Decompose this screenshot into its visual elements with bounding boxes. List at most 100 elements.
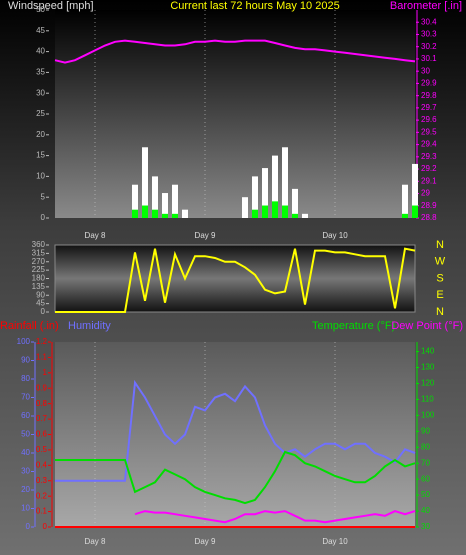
y-tick-label: 1.1	[36, 353, 48, 362]
y-tick-label: 40	[36, 47, 45, 56]
y3-axis-title: Humidity	[68, 320, 111, 332]
y2-tick-label: 90	[421, 426, 430, 435]
y-tick-label: 360	[32, 240, 46, 249]
bar	[302, 213, 308, 218]
y3-tick-label: 90	[21, 356, 30, 365]
bar	[142, 205, 148, 218]
y-tick-label: 15	[36, 151, 45, 160]
bar	[262, 168, 268, 218]
y2-tick-label: 29.6	[421, 115, 437, 124]
bar	[292, 188, 298, 218]
y-tick-label: 5	[41, 192, 46, 201]
y2-tick-label: 60	[421, 474, 430, 483]
y3-tick-label: 70	[21, 393, 30, 402]
y-tick-label: 0.5	[36, 445, 48, 454]
bar	[252, 209, 258, 218]
y2-tick-label: 50	[421, 490, 430, 499]
plot-area	[55, 342, 415, 527]
bar	[162, 213, 168, 218]
compass-label: S	[436, 272, 443, 284]
y-tick-label: 0.8	[36, 399, 48, 408]
y-tick-label: 0.2	[36, 491, 48, 500]
y3-tick-label: 80	[21, 374, 30, 383]
plot-area	[54, 244, 416, 313]
y2-tick-label: 28.9	[421, 201, 437, 210]
y2-tick-label: 29.3	[421, 152, 437, 161]
y-tick-label: 0.9	[36, 383, 48, 392]
y-tick-label: 1	[43, 368, 48, 377]
data-line	[55, 450, 416, 505]
bar	[152, 176, 158, 218]
y-tick-label: 1.2	[36, 337, 48, 346]
y-tick-label: 0	[41, 307, 46, 316]
compass-label: N	[436, 239, 444, 251]
y3-tick-label: 100	[17, 337, 31, 346]
y2-tick-label: 80	[421, 442, 430, 451]
y-tick-label: 0	[41, 213, 46, 222]
bar	[182, 209, 188, 218]
x-tick-label: Day 9	[195, 537, 216, 546]
y2-axis-title: Dew Point (°F)	[391, 320, 463, 332]
bar	[412, 163, 418, 218]
bar	[412, 205, 418, 218]
y2-tick-label: 110	[421, 395, 434, 404]
y2-tick-label: 29.4	[421, 140, 437, 149]
y-tick-label: 0.3	[36, 476, 48, 485]
y3-tick-label: 40	[21, 448, 30, 457]
y2-tick-label: 30	[421, 66, 430, 75]
x-tick-label: Day 9	[195, 231, 216, 240]
data-line	[54, 39, 416, 64]
y2-tick-label: 30.4	[421, 17, 437, 26]
bar	[132, 209, 138, 218]
y-tick-label: 270	[32, 257, 46, 266]
x-tick-label: Day 8	[85, 537, 106, 546]
bar	[152, 209, 158, 218]
compass-label: N	[436, 306, 444, 318]
y3-tick-label: 30	[21, 467, 30, 476]
y2-tick-label: 30.2	[421, 42, 437, 51]
y2-tick-label: 29.8	[421, 91, 437, 100]
y2-tick-label: 120	[421, 379, 435, 388]
y-axis-title: Rainfall (.in)	[0, 320, 59, 332]
y2-tick-label: 130	[421, 363, 435, 372]
y2-tick-label: 100	[421, 410, 435, 419]
data-line	[55, 379, 416, 482]
y2-tick-label: 30.1	[421, 54, 437, 63]
y2-tick-label: 30.3	[421, 30, 437, 39]
y3-tick-label: 50	[21, 430, 30, 439]
bar	[402, 213, 408, 218]
y2-tick-label: 140	[421, 347, 435, 356]
y-tick-label: 315	[32, 248, 46, 257]
plot-area	[55, 10, 415, 218]
y2-tick-label: 30	[421, 522, 430, 531]
y-tick-label: 180	[32, 274, 46, 283]
y-tick-label: 20	[36, 130, 45, 139]
y3-tick-label: 0	[26, 522, 31, 531]
y2-tick-label: 29.5	[421, 127, 437, 136]
y-tick-label: 135	[32, 282, 46, 291]
bar	[242, 197, 248, 218]
data-line	[55, 247, 416, 313]
y3-tick-label: 10	[21, 504, 30, 513]
y-tick-label: 0.4	[36, 460, 48, 469]
y-tick-label: 10	[36, 172, 45, 181]
y2-tick-label: 29.7	[421, 103, 437, 112]
x-tick-label: Day 10	[322, 537, 348, 546]
bar	[172, 184, 178, 218]
bar	[142, 147, 148, 218]
compass-label: E	[436, 289, 443, 301]
y3-tick-label: 20	[21, 485, 30, 494]
y3-tick-label: 60	[21, 411, 30, 420]
y2-tick-label: 40	[421, 506, 430, 515]
bar	[162, 193, 168, 218]
bar	[272, 201, 278, 218]
y2-tick-label: 29.2	[421, 164, 437, 173]
y-tick-label: 0.7	[36, 414, 48, 423]
x-tick-label: Day 10	[322, 231, 348, 240]
y2-tick-label: 29.1	[421, 176, 437, 185]
compass-label: W	[435, 256, 446, 268]
bar	[172, 213, 178, 218]
data-line	[134, 510, 416, 524]
